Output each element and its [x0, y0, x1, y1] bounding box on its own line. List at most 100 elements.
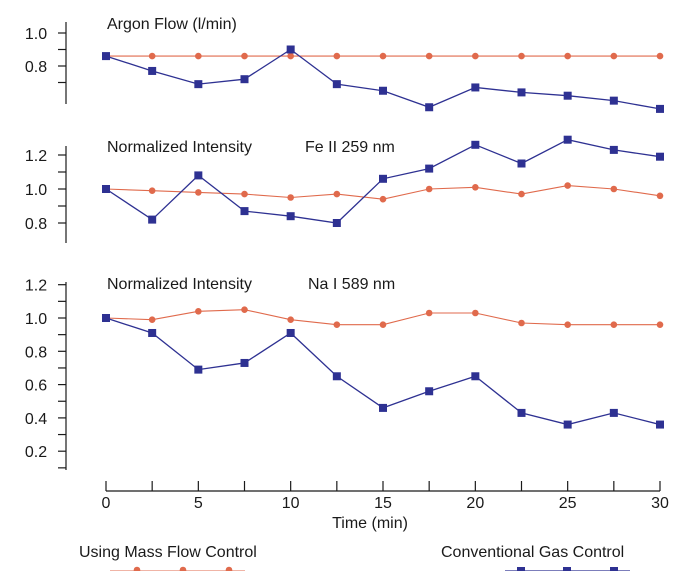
panel-2-title: Normalized Intensity — [107, 139, 252, 156]
panel-3-y-tick-label-4: 1.0 — [25, 311, 47, 328]
panel-2-conventional-point-0 — [102, 185, 110, 193]
panel-3-mass-flow-point-5 — [333, 321, 341, 328]
panel-3-conventional-point-8 — [471, 372, 480, 381]
panel-3-conventional-point-11 — [609, 408, 618, 417]
panel-3-y-tick-label-0: 0.2 — [25, 444, 47, 461]
panel-1-conventional-point-1 — [148, 66, 157, 75]
panel-3-mass-flow-point-3 — [241, 306, 248, 313]
panel-2-conventional-point-2 — [194, 171, 203, 180]
panel-3-conventional-point-5 — [332, 372, 341, 381]
panel-1-conventional-point-2 — [194, 80, 203, 89]
panel-3-conventional-point-0 — [102, 314, 110, 322]
panel-2-conventional-point-1 — [148, 215, 157, 224]
panel-3-y-tick-label-3: 0.8 — [25, 344, 47, 361]
panel-1-y-tick-label-0: 0.8 — [25, 59, 47, 76]
panel-1-mass-flow-point-7 — [425, 52, 433, 60]
x-tick-label-4: 20 — [466, 495, 484, 512]
panel-1-conventional-point-0 — [102, 52, 110, 61]
panel-1-conventional-point-12 — [656, 104, 664, 113]
panel-3-conventional-point-10 — [563, 420, 572, 429]
panel-1-mass-flow-point-10 — [564, 52, 571, 60]
panel-1-conventional-point-3 — [240, 75, 249, 84]
x-axis-label: Time (min) — [332, 515, 408, 532]
panel-2-conventional-point-12 — [656, 152, 664, 161]
panel-2-mass-flow-point-3 — [241, 190, 248, 198]
panel-3-mass-flow-point-2 — [195, 308, 202, 315]
x-tick-label-5: 25 — [559, 495, 577, 512]
panel-2-mass-flow-point-6 — [379, 195, 387, 203]
panel-2-mass-flow-point-7 — [425, 185, 433, 193]
panel-1-mass-flow-point-3 — [241, 52, 248, 60]
panel-3-conventional-point-2 — [194, 365, 203, 374]
legend-conventional-marker-0 — [517, 567, 525, 571]
panel-1-conventional-point-6 — [379, 86, 387, 95]
panel-2-subtitle: Fe II 259 nm — [305, 139, 395, 156]
panel-3-conventional-point-1 — [148, 328, 157, 337]
panel-2-conventional-point-9 — [517, 159, 526, 168]
panel-3-mass-flow-point-12 — [656, 321, 664, 328]
panel-3-mass-flow-point-9 — [518, 319, 525, 327]
x-tick-label-2: 10 — [282, 495, 300, 512]
panel-2-y-tick-label-2: 1.2 — [25, 148, 47, 165]
panel-3-y-tick-label-5: 1.2 — [25, 278, 47, 295]
panel-2-conventional-point-6 — [379, 174, 387, 183]
x-tick-label-0: 0 — [102, 495, 111, 512]
panel-2-mass-flow-point-2 — [195, 189, 202, 196]
panel-1-mass-flow-point-4 — [287, 52, 294, 60]
panel-1-mass-flow-point-12 — [656, 52, 664, 60]
panel-3-title: Normalized Intensity — [107, 276, 252, 293]
panel-3-mass-flow-point-6 — [379, 321, 387, 328]
panel-1-y-tick-label-1: 1.0 — [25, 26, 47, 43]
panel-2-conventional-point-5 — [332, 219, 341, 227]
panel-2-conventional-point-11 — [609, 145, 618, 154]
panel-2-conventional-point-4 — [286, 212, 295, 221]
panel-1-conventional-point-8 — [471, 83, 480, 92]
panel-1-conventional-point-7 — [425, 103, 434, 112]
panel-3-conventional-point-4 — [286, 328, 295, 337]
panel-2-mass-flow-point-5 — [333, 190, 341, 198]
panel-3-mass-flow-point-10 — [564, 321, 571, 328]
panel-3-y-tick-label-2: 0.6 — [25, 378, 47, 395]
panel-3-conventional-point-3 — [240, 358, 249, 367]
panel-1-conventional-point-4 — [286, 45, 295, 54]
x-tick-label-6: 30 — [651, 495, 669, 512]
legend-mass-flow-marker-1 — [179, 566, 187, 571]
legend-markers — [110, 566, 630, 571]
panel-1-mass-flow-point-8 — [472, 52, 479, 60]
x-tick-label-1: 5 — [194, 495, 203, 512]
panel-3-mass-flow-point-8 — [472, 309, 479, 317]
panel-1-conventional-point-9 — [517, 88, 526, 97]
panel-3-mass-flow-point-11 — [610, 321, 618, 328]
x-tick-label-3: 15 — [374, 495, 392, 512]
panel-1-title: Argon Flow (l/min) — [107, 16, 237, 33]
panel-3-mass-flow-point-1 — [148, 316, 156, 323]
panel-3-y-tick-label-1: 0.4 — [25, 411, 47, 428]
panel-2-mass-flow-point-4 — [287, 194, 294, 201]
panel-2-mass-flow-point-9 — [518, 190, 525, 198]
legend-conventional-marker-1 — [563, 567, 571, 571]
panel-3-mass-flow-point-4 — [287, 316, 294, 323]
panel-2-mass-flow-point-11 — [610, 185, 618, 193]
panel-2-mass-flow-point-1 — [148, 187, 156, 194]
panel-1-mass-flow-point-2 — [195, 52, 202, 60]
panel-2-y-tick-label-0: 0.8 — [25, 216, 47, 233]
legend-mass-flow-label: Using Mass Flow Control — [79, 544, 257, 561]
legend-conventional-marker-2 — [610, 567, 618, 571]
panel-1-mass-flow-point-6 — [379, 52, 387, 60]
panel-3-subtitle: Na I 589 nm — [308, 276, 395, 293]
panel-3-conventional-point-9 — [517, 408, 526, 417]
panel-1-mass-flow-point-11 — [610, 52, 618, 60]
panel-2-mass-flow-point-10 — [564, 182, 571, 189]
panel-3-mass-flow-point-7 — [425, 309, 433, 317]
panel-3-conventional-point-6 — [379, 403, 387, 412]
panel-1-conventional-point-10 — [563, 91, 572, 100]
legend-conventional-label: Conventional Gas Control — [441, 544, 624, 561]
panel-1-conventional-point-5 — [332, 80, 341, 89]
panel-1-conventional-point-11 — [609, 96, 618, 105]
panel-3-conventional-point-7 — [425, 387, 434, 396]
panel-2-mass-flow-point-8 — [472, 184, 479, 191]
panel-1-mass-flow-point-5 — [333, 52, 341, 60]
panel-2-conventional-point-7 — [425, 164, 434, 173]
panel-2-mass-flow-point-12 — [656, 192, 664, 200]
panel-1-mass-flow-point-1 — [148, 52, 156, 60]
